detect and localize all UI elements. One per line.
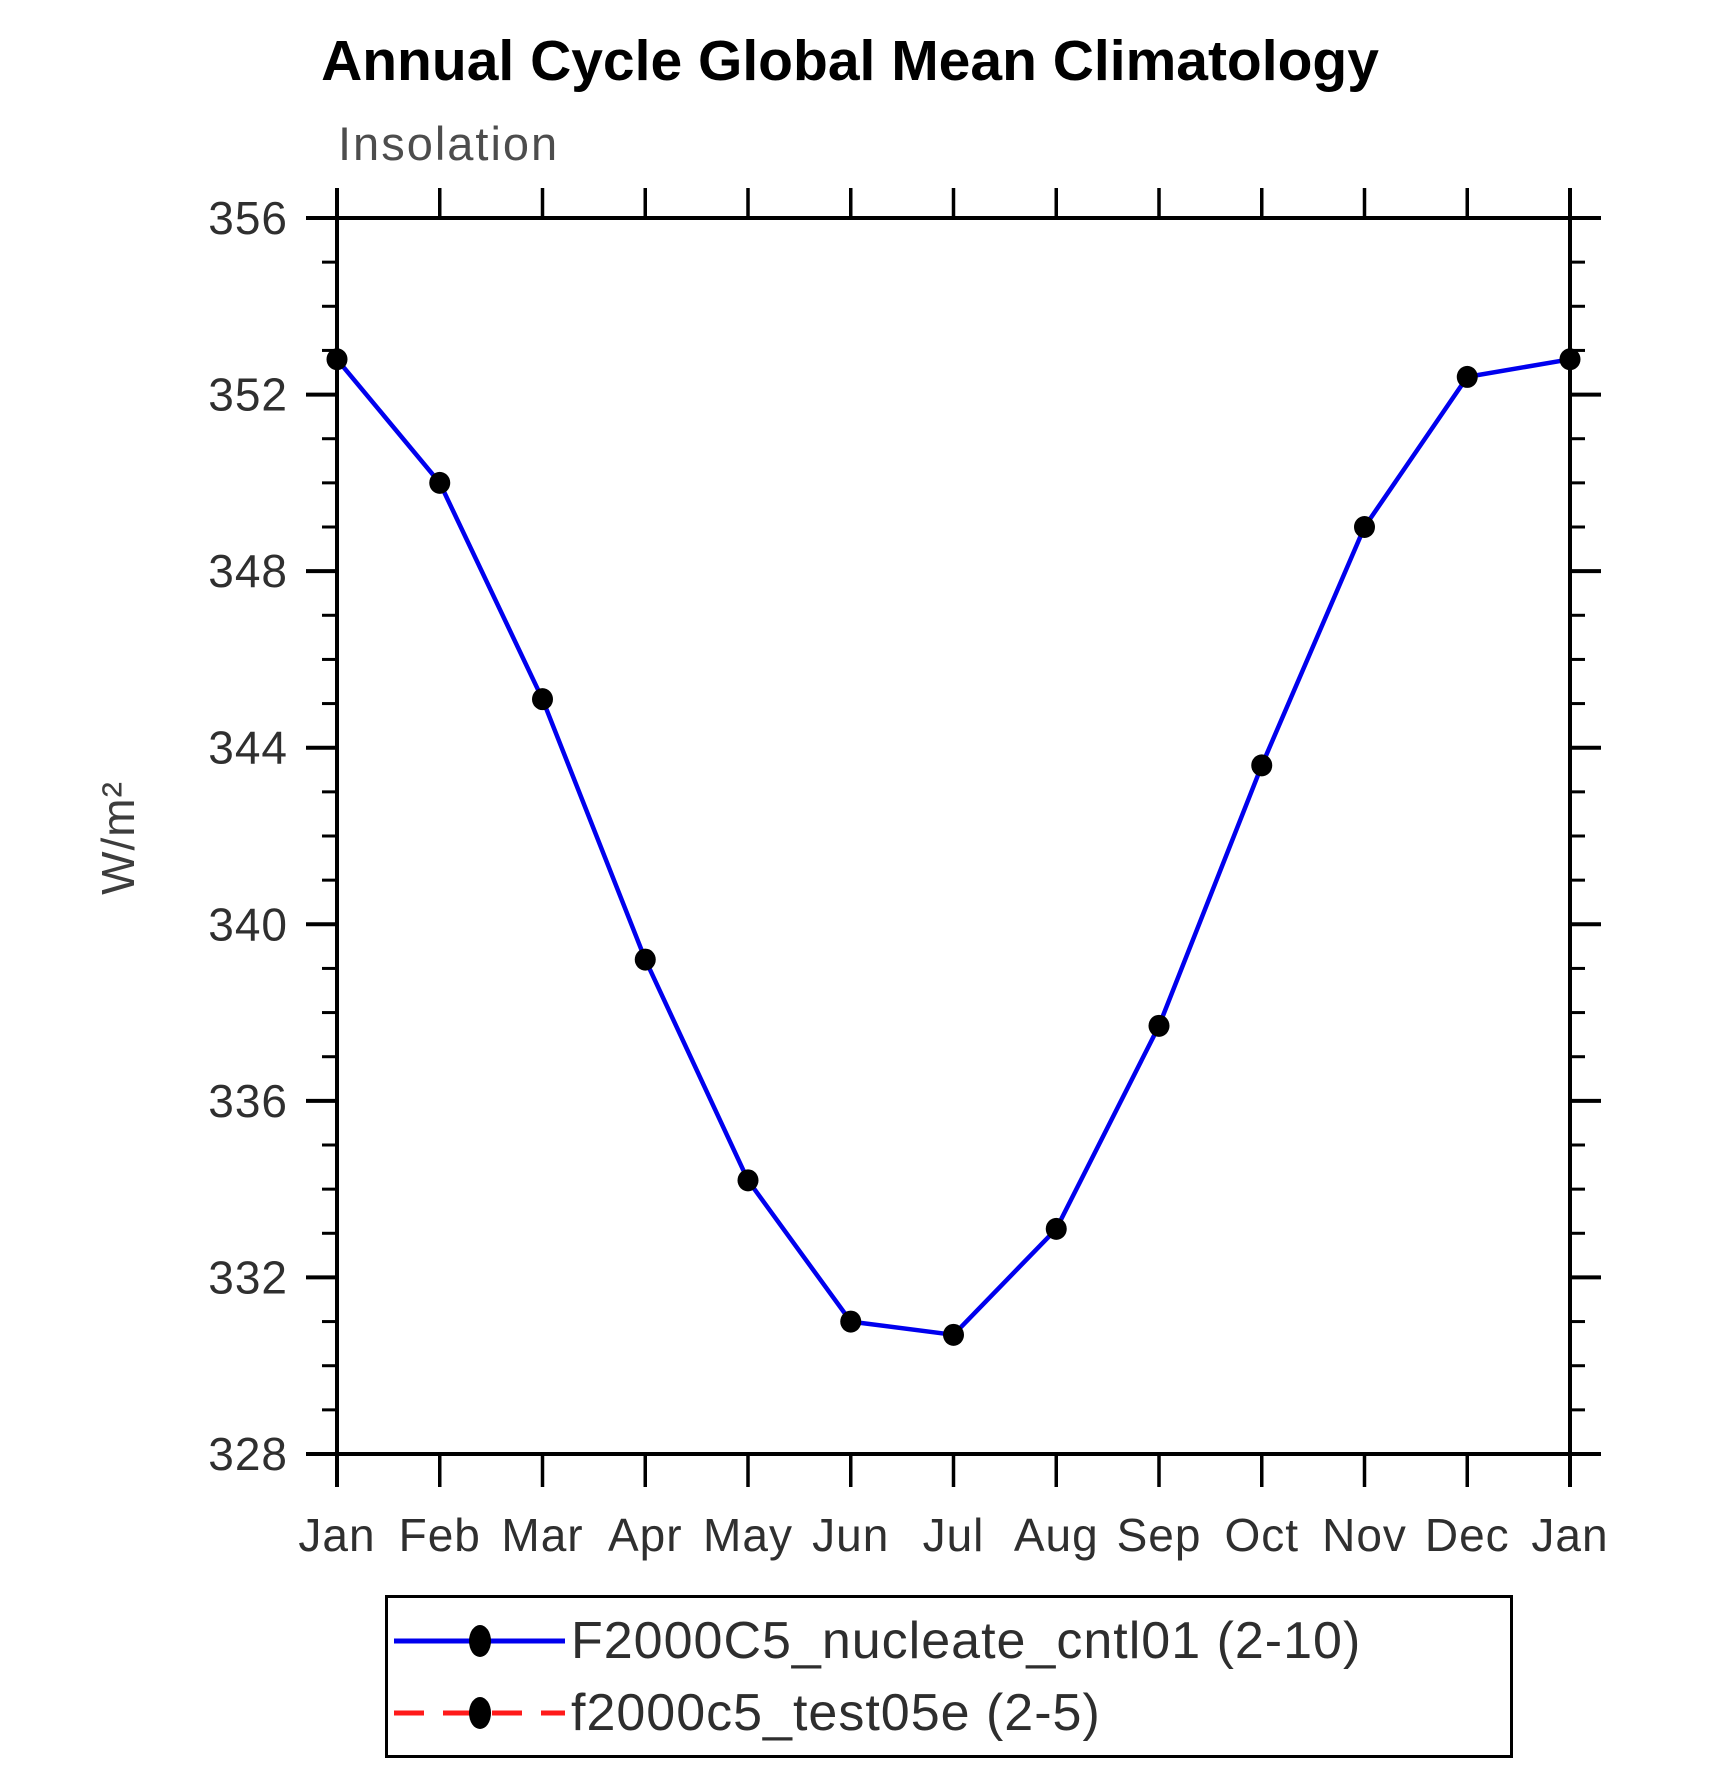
chart-subtitle: Insolation [338, 117, 560, 170]
x-tick-label: Nov [1322, 1509, 1407, 1561]
y-tick-label: 332 [208, 1251, 288, 1303]
x-tick-label: Mar [501, 1509, 583, 1561]
legend: F2000C5_nucleate_cntl01 (2-10) f2000c5_t… [385, 1595, 1513, 1758]
legend-line-sample-dashed [394, 1696, 565, 1729]
data-point-marker [532, 688, 553, 711]
data-point-marker [1251, 754, 1273, 777]
x-tick-label: Feb [399, 1509, 481, 1561]
data-point-marker [1456, 365, 1478, 388]
y-tick-label: 348 [208, 545, 288, 597]
x-tick-label: Jan [1531, 1509, 1608, 1561]
legend-line-sample-solid [394, 1624, 565, 1657]
y-tick-label: 352 [208, 369, 288, 421]
y-tick-label: 356 [208, 192, 288, 244]
data-point-marker [1148, 1014, 1170, 1037]
legend-marker-icon [469, 1696, 491, 1729]
legend-label: F2000C5_nucleate_cntl01 (2-10) [571, 1611, 1362, 1670]
legend-row: F2000C5_nucleate_cntl01 (2-10) [388, 1609, 1510, 1673]
x-tick-label: Jan [298, 1509, 375, 1561]
x-tick-label: Apr [608, 1509, 683, 1561]
data-point-marker [1559, 348, 1581, 371]
x-tick-label: Jun [812, 1509, 889, 1561]
data-point-marker [634, 948, 656, 971]
data-point-marker [943, 1323, 964, 1346]
legend-marker-icon [469, 1624, 491, 1657]
x-tick-label: Jul [923, 1509, 985, 1561]
series-line [335, 357, 1571, 1338]
x-tick-label: May [703, 1509, 793, 1561]
legend-label: f2000c5_test05e (2-5) [571, 1683, 1101, 1742]
x-tick-label: Dec [1425, 1509, 1510, 1561]
data-point-marker [840, 1310, 862, 1333]
legend-row: f2000c5_test05e (2-5) [388, 1681, 1510, 1745]
y-tick-label: 328 [208, 1428, 288, 1480]
data-point-marker [1045, 1217, 1067, 1240]
y-tick-label: 340 [208, 898, 288, 950]
data-point-marker [737, 1169, 759, 1192]
y-tick-label: 344 [208, 722, 288, 774]
chart-title: Annual Cycle Global Mean Climatology [321, 29, 1379, 93]
data-point-marker [326, 348, 348, 371]
x-tick-label: Oct [1224, 1509, 1299, 1561]
x-tick-label: Aug [1014, 1509, 1099, 1561]
x-tick-label: Sep [1117, 1509, 1202, 1561]
data-point-marker [429, 471, 451, 494]
y-tick-label: 336 [208, 1075, 288, 1127]
data-point-marker [1354, 516, 1375, 538]
